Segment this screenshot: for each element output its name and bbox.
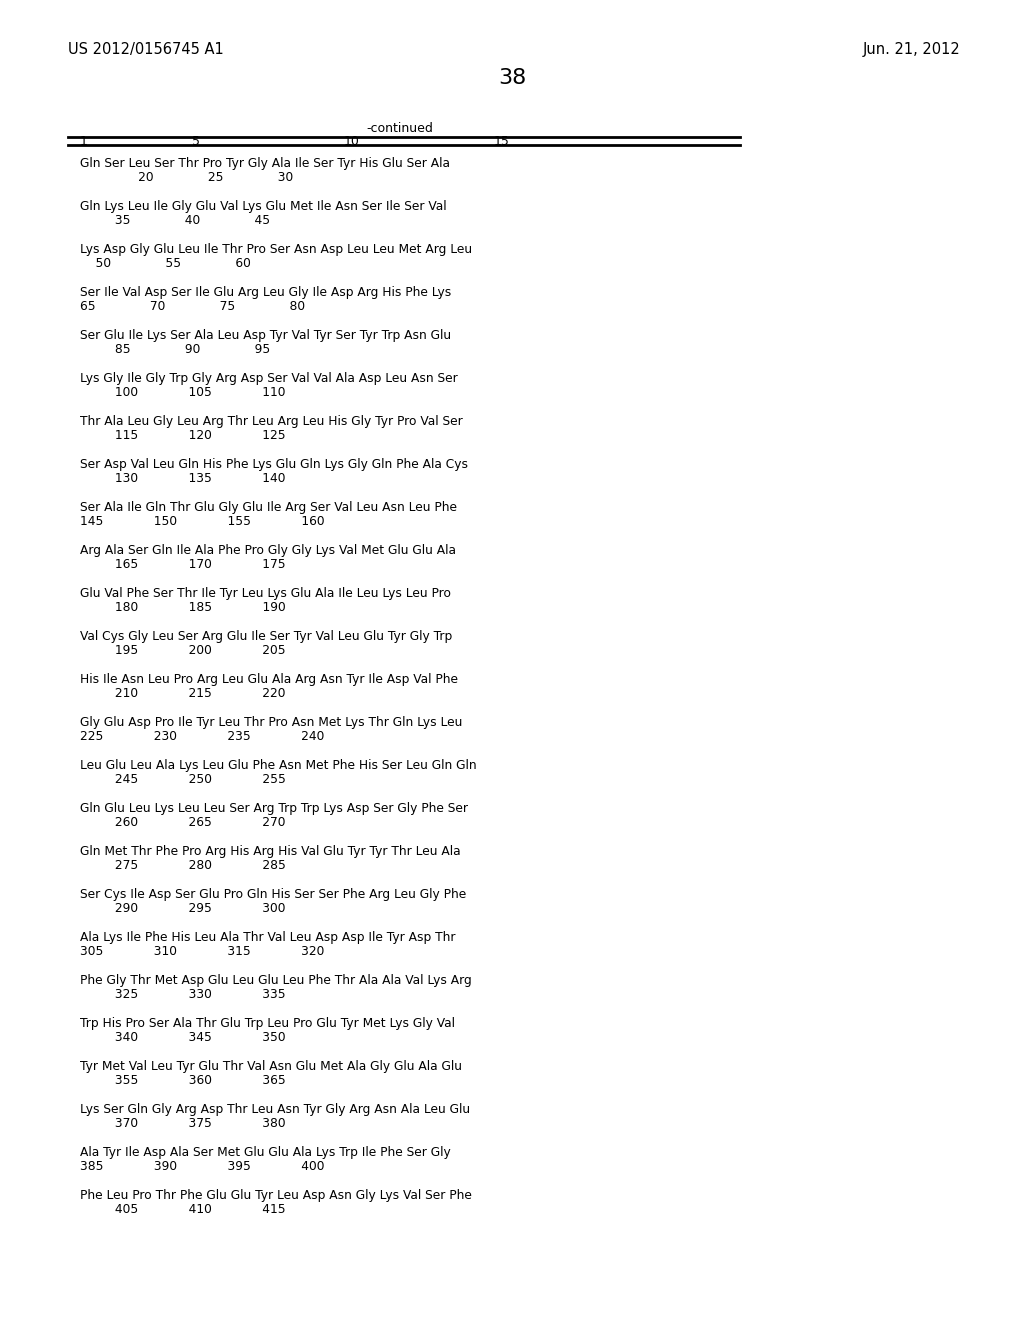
Text: Ser Ala Ile Gln Thr Glu Gly Glu Ile Arg Ser Val Leu Asn Leu Phe: Ser Ala Ile Gln Thr Glu Gly Glu Ile Arg …: [80, 502, 457, 513]
Text: Lys Asp Gly Glu Leu Ile Thr Pro Ser Asn Asp Leu Leu Met Arg Leu: Lys Asp Gly Glu Leu Ile Thr Pro Ser Asn …: [80, 243, 472, 256]
Text: 10: 10: [344, 135, 359, 148]
Text: 35              40              45: 35 40 45: [80, 214, 270, 227]
Text: Gln Glu Leu Lys Leu Leu Ser Arg Trp Trp Lys Asp Ser Gly Phe Ser: Gln Glu Leu Lys Leu Leu Ser Arg Trp Trp …: [80, 803, 468, 814]
Text: Gln Met Thr Phe Pro Arg His Arg His Val Glu Tyr Tyr Thr Leu Ala: Gln Met Thr Phe Pro Arg His Arg His Val …: [80, 845, 461, 858]
Text: 1: 1: [80, 135, 88, 148]
Text: 290             295             300: 290 295 300: [80, 902, 286, 915]
Text: Jun. 21, 2012: Jun. 21, 2012: [862, 42, 961, 57]
Text: Trp His Pro Ser Ala Thr Glu Trp Leu Pro Glu Tyr Met Lys Gly Val: Trp His Pro Ser Ala Thr Glu Trp Leu Pro …: [80, 1016, 455, 1030]
Text: 180             185             190: 180 185 190: [80, 601, 286, 614]
Text: 20              25              30: 20 25 30: [80, 172, 293, 183]
Text: Gln Ser Leu Ser Thr Pro Tyr Gly Ala Ile Ser Tyr His Glu Ser Ala: Gln Ser Leu Ser Thr Pro Tyr Gly Ala Ile …: [80, 157, 450, 170]
Text: Val Cys Gly Leu Ser Arg Glu Ile Ser Tyr Val Leu Glu Tyr Gly Trp: Val Cys Gly Leu Ser Arg Glu Ile Ser Tyr …: [80, 630, 453, 643]
Text: Thr Ala Leu Gly Leu Arg Thr Leu Arg Leu His Gly Tyr Pro Val Ser: Thr Ala Leu Gly Leu Arg Thr Leu Arg Leu …: [80, 414, 463, 428]
Text: 195             200             205: 195 200 205: [80, 644, 286, 657]
Text: 305             310             315             320: 305 310 315 320: [80, 945, 325, 958]
Text: 225             230             235             240: 225 230 235 240: [80, 730, 325, 743]
Text: Gly Glu Asp Pro Ile Tyr Leu Thr Pro Asn Met Lys Thr Gln Lys Leu: Gly Glu Asp Pro Ile Tyr Leu Thr Pro Asn …: [80, 715, 463, 729]
Text: 50              55              60: 50 55 60: [80, 257, 251, 271]
Text: Ala Tyr Ile Asp Ala Ser Met Glu Glu Ala Lys Trp Ile Phe Ser Gly: Ala Tyr Ile Asp Ala Ser Met Glu Glu Ala …: [80, 1146, 451, 1159]
Text: 65              70              75              80: 65 70 75 80: [80, 300, 305, 313]
Text: Tyr Met Val Leu Tyr Glu Thr Val Asn Glu Met Ala Gly Glu Ala Glu: Tyr Met Val Leu Tyr Glu Thr Val Asn Glu …: [80, 1060, 462, 1073]
Text: 5: 5: [193, 135, 200, 148]
Text: 15: 15: [494, 135, 510, 148]
Text: Lys Gly Ile Gly Trp Gly Arg Asp Ser Val Val Ala Asp Leu Asn Ser: Lys Gly Ile Gly Trp Gly Arg Asp Ser Val …: [80, 372, 458, 385]
Text: Gln Lys Leu Ile Gly Glu Val Lys Glu Met Ile Asn Ser Ile Ser Val: Gln Lys Leu Ile Gly Glu Val Lys Glu Met …: [80, 201, 446, 213]
Text: US 2012/0156745 A1: US 2012/0156745 A1: [68, 42, 224, 57]
Text: 130             135             140: 130 135 140: [80, 473, 286, 484]
Text: Phe Leu Pro Thr Phe Glu Glu Tyr Leu Asp Asn Gly Lys Val Ser Phe: Phe Leu Pro Thr Phe Glu Glu Tyr Leu Asp …: [80, 1189, 472, 1203]
Text: 165             170             175: 165 170 175: [80, 558, 286, 572]
Text: 210             215             220: 210 215 220: [80, 686, 286, 700]
Text: Ser Asp Val Leu Gln His Phe Lys Glu Gln Lys Gly Gln Phe Ala Cys: Ser Asp Val Leu Gln His Phe Lys Glu Gln …: [80, 458, 468, 471]
Text: Phe Gly Thr Met Asp Glu Leu Glu Leu Phe Thr Ala Ala Val Lys Arg: Phe Gly Thr Met Asp Glu Leu Glu Leu Phe …: [80, 974, 472, 987]
Text: 145             150             155             160: 145 150 155 160: [80, 515, 325, 528]
Text: 115             120             125: 115 120 125: [80, 429, 286, 442]
Text: Ser Cys Ile Asp Ser Glu Pro Gln His Ser Ser Phe Arg Leu Gly Phe: Ser Cys Ile Asp Ser Glu Pro Gln His Ser …: [80, 888, 466, 902]
Text: -continued: -continued: [367, 121, 433, 135]
Text: 355             360             365: 355 360 365: [80, 1074, 286, 1086]
Text: Lys Ser Gln Gly Arg Asp Thr Leu Asn Tyr Gly Arg Asn Ala Leu Glu: Lys Ser Gln Gly Arg Asp Thr Leu Asn Tyr …: [80, 1104, 470, 1115]
Text: 340             345             350: 340 345 350: [80, 1031, 286, 1044]
Text: 38: 38: [498, 69, 526, 88]
Text: Glu Val Phe Ser Thr Ile Tyr Leu Lys Glu Ala Ile Leu Lys Leu Pro: Glu Val Phe Ser Thr Ile Tyr Leu Lys Glu …: [80, 587, 451, 601]
Text: 100             105             110: 100 105 110: [80, 385, 286, 399]
Text: 405             410             415: 405 410 415: [80, 1203, 286, 1216]
Text: 275             280             285: 275 280 285: [80, 859, 286, 873]
Text: 245             250             255: 245 250 255: [80, 774, 286, 785]
Text: Ser Ile Val Asp Ser Ile Glu Arg Leu Gly Ile Asp Arg His Phe Lys: Ser Ile Val Asp Ser Ile Glu Arg Leu Gly …: [80, 286, 452, 300]
Text: 85              90              95: 85 90 95: [80, 343, 270, 356]
Text: Ser Glu Ile Lys Ser Ala Leu Asp Tyr Val Tyr Ser Tyr Trp Asn Glu: Ser Glu Ile Lys Ser Ala Leu Asp Tyr Val …: [80, 329, 452, 342]
Text: Leu Glu Leu Ala Lys Leu Glu Phe Asn Met Phe His Ser Leu Gln Gln: Leu Glu Leu Ala Lys Leu Glu Phe Asn Met …: [80, 759, 476, 772]
Text: His Ile Asn Leu Pro Arg Leu Glu Ala Arg Asn Tyr Ile Asp Val Phe: His Ile Asn Leu Pro Arg Leu Glu Ala Arg …: [80, 673, 458, 686]
Text: Ala Lys Ile Phe His Leu Ala Thr Val Leu Asp Asp Ile Tyr Asp Thr: Ala Lys Ile Phe His Leu Ala Thr Val Leu …: [80, 931, 456, 944]
Text: 370             375             380: 370 375 380: [80, 1117, 286, 1130]
Text: 325             330             335: 325 330 335: [80, 987, 286, 1001]
Text: 260             265             270: 260 265 270: [80, 816, 286, 829]
Text: 385             390             395             400: 385 390 395 400: [80, 1160, 325, 1173]
Text: Arg Ala Ser Gln Ile Ala Phe Pro Gly Gly Lys Val Met Glu Glu Ala: Arg Ala Ser Gln Ile Ala Phe Pro Gly Gly …: [80, 544, 456, 557]
